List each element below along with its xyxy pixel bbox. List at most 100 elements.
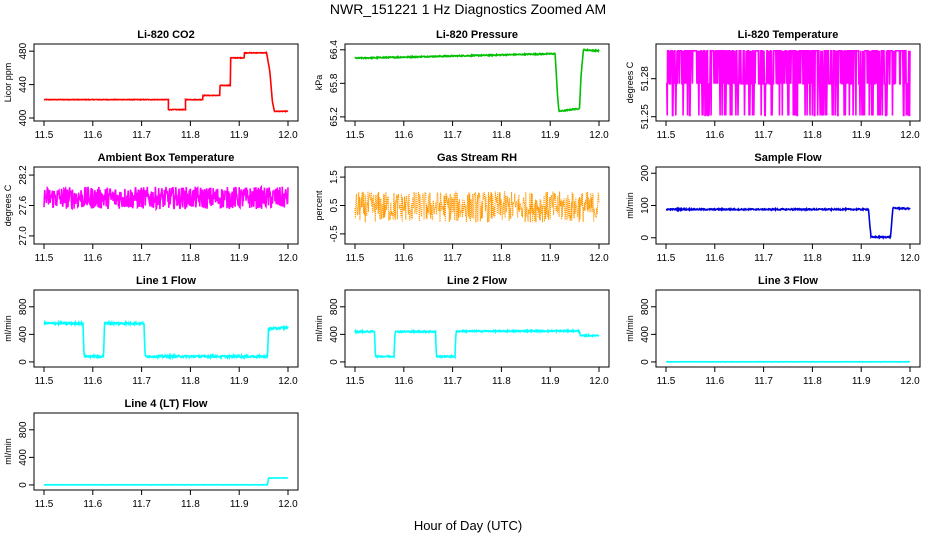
ambient-box-temperature-series-line [43, 184, 289, 212]
line-2-flow-y-axis-label: ml/min [314, 315, 324, 342]
line-1-flow-x-tick-label: 11.8 [181, 376, 200, 387]
li-820-pressure-plot-frame [344, 43, 610, 122]
sample-flow-y-tick-label: 200 [640, 164, 651, 181]
li-820-temperature-x-tick-label: 11.9 [852, 130, 871, 141]
li-820-pressure-x-tick-label: 11.5 [346, 130, 365, 141]
line-1-flow-series-line [43, 319, 289, 361]
line-2-flow-x-tick-label: 11.9 [541, 376, 560, 387]
li-820-temperature-y-tick-label: 51.25 [640, 104, 651, 129]
gas-stream-rh-y-axis-label: percent [314, 190, 324, 221]
gas-stream-rh-x-tick-label: 11.7 [443, 253, 462, 264]
gas-stream-rh-x-tick-label: 11.5 [346, 253, 365, 264]
line-4-lt-flow-plot-frame [33, 412, 299, 491]
sample-flow-x-tick-label: 11.8 [803, 253, 822, 264]
li-820-pressure-x-tick-label: 11.9 [541, 130, 560, 141]
li-820-pressure-x-tick-label: 11.8 [492, 130, 511, 141]
li-820-co2-x-tick-label: 11.9 [230, 130, 249, 141]
li-820-co2-y-axis-label: Licor ppm [3, 63, 13, 103]
li-820-pressure-title: Li-820 Pressure [436, 29, 518, 41]
li-820-temperature-y-tick-label: 51.28 [640, 66, 651, 91]
line-2-flow-y-tick-label: 800 [329, 298, 340, 315]
li-820-pressure-x-tick-label: 12.0 [589, 130, 609, 141]
gas-stream-rh-y-tick-label: 0.5 [329, 198, 340, 212]
ambient-box-temperature-y-tick-label: 27.0 [18, 226, 29, 246]
li-820-temperature-x-tick-label: 12.0 [900, 130, 920, 141]
ambient-box-temperature-y-tick-label: 27.6 [18, 195, 29, 215]
li-820-co2-title: Li-820 CO2 [137, 29, 194, 41]
li-820-temperature-x-tick-label: 11.6 [705, 130, 724, 141]
line-3-flow-y-axis-label: ml/min [625, 315, 635, 342]
line-3-flow-x-tick-label: 11.5 [657, 376, 676, 387]
li-820-temperature-chart: Li-820 Temperature 11.5 11.6 11.7 11.8 11.9 12… [625, 29, 921, 141]
sample-flow-y-axis-label: ml/min [625, 192, 635, 219]
gas-stream-rh-x-tick-label: 12.0 [589, 253, 609, 264]
line-4-lt-flow-chart: Line 4 (LT) Flow 11.5 11.6 11.7 11.8 11.9 12.0… [3, 398, 299, 510]
line-1-flow-y-tick-label: 0 [18, 359, 29, 365]
gas-stream-rh-y-tick-label: -0.5 [329, 225, 340, 243]
li-820-co2-x-tick-label: 11.5 [35, 130, 54, 141]
sample-flow-x-tick-label: 12.0 [900, 253, 920, 264]
line-4-lt-flow-y-tick-label: 0 [18, 482, 29, 488]
line-3-flow-y-tick-label: 400 [640, 326, 651, 343]
line-1-flow-x-tick-label: 12.0 [278, 376, 298, 387]
line-2-flow-x-tick-label: 11.6 [394, 376, 413, 387]
line-1-flow-chart: Line 1 Flow 11.5 11.6 11.7 11.8 11.9 12.0 0 400 8… [3, 275, 299, 387]
gas-stream-rh-x-tick-label: 11.8 [492, 253, 511, 264]
line-2-flow-y-tick-label: 0 [329, 359, 340, 365]
sample-flow-y-tick-label: 100 [640, 197, 651, 214]
line-3-flow-x-tick-label: 12.0 [900, 376, 920, 387]
gas-stream-rh-y-tick-label: 1.5 [329, 170, 340, 184]
li-820-temperature-x-tick-label: 11.7 [754, 130, 773, 141]
line-3-flow-x-tick-label: 11.7 [754, 376, 773, 387]
ambient-box-temperature-x-tick-label: 11.8 [181, 253, 200, 264]
sample-flow-x-tick-label: 11.7 [754, 253, 773, 264]
gas-stream-rh-series-line [354, 191, 600, 223]
li-820-co2-plot-frame [33, 43, 299, 122]
line-1-flow-x-tick-label: 11.6 [83, 376, 102, 387]
ambient-box-temperature-x-tick-label: 11.5 [35, 253, 54, 264]
line-2-flow-plot-frame [344, 289, 610, 368]
line-4-lt-flow-x-tick-label: 11.9 [230, 499, 249, 510]
li-820-pressure-x-tick-label: 11.6 [394, 130, 413, 141]
li-820-co2-x-tick-label: 11.8 [181, 130, 200, 141]
sample-flow-x-tick-label: 11.5 [657, 253, 676, 264]
li-820-pressure-x-tick-label: 11.7 [443, 130, 462, 141]
line-4-lt-flow-x-tick-label: 12.0 [278, 499, 298, 510]
li-820-pressure-y-axis-label: kPa [314, 75, 324, 91]
li-820-co2-y-tick-label: 440 [18, 76, 29, 93]
li-820-temperature-x-tick-label: 11.5 [657, 130, 676, 141]
li-820-co2-y-tick-label: 480 [18, 42, 29, 59]
ambient-box-temperature-x-tick-label: 11.7 [132, 253, 151, 264]
line-1-flow-plot-frame [33, 289, 299, 368]
gas-stream-rh-x-tick-label: 11.9 [541, 253, 560, 264]
line-4-lt-flow-x-tick-label: 11.7 [132, 499, 151, 510]
sample-flow-x-tick-label: 11.9 [852, 253, 871, 264]
sample-flow-y-tick-label: 0 [640, 235, 651, 241]
ambient-box-temperature-x-tick-label: 11.6 [83, 253, 102, 264]
li-820-co2-chart: Li-820 CO2 11.5 11.6 11.7 11.8 11.9 12.0 400 440… [3, 29, 299, 141]
line-3-flow-x-tick-label: 11.8 [803, 376, 822, 387]
line-3-flow-plot-frame [655, 289, 921, 368]
ambient-box-temperature-title: Ambient Box Temperature [98, 152, 235, 164]
li-820-temperature-series-line [666, 49, 911, 117]
sample-flow-title: Sample Flow [754, 152, 822, 164]
x-axis-caption: Hour of Day (UTC) [413, 518, 523, 533]
line-1-flow-x-tick-label: 11.5 [35, 376, 54, 387]
line-3-flow-title: Line 3 Flow [758, 275, 818, 287]
ambient-box-temperature-x-tick-label: 12.0 [278, 253, 298, 264]
line-3-flow-x-tick-label: 11.9 [852, 376, 871, 387]
line-2-flow-y-tick-label: 400 [329, 326, 340, 343]
li-820-temperature-plot-frame [655, 43, 921, 122]
line-1-flow-y-axis-label: ml/min [3, 315, 13, 342]
ambient-box-temperature-x-tick-label: 11.9 [230, 253, 249, 264]
li-820-pressure-y-tick-label: 65.2 [329, 107, 340, 127]
sample-flow-x-tick-label: 11.6 [705, 253, 724, 264]
li-820-pressure-series-line [354, 47, 600, 113]
line-4-lt-flow-x-tick-label: 11.5 [35, 499, 54, 510]
sample-flow-plot-frame [655, 166, 921, 245]
line-1-flow-title: Line 1 Flow [136, 275, 196, 287]
page-title: NWR_151221 1 Hz Diagnostics Zoomed AM [329, 1, 607, 17]
line-3-flow-y-tick-label: 0 [640, 359, 651, 365]
line-3-flow-x-tick-label: 11.6 [705, 376, 724, 387]
line-2-flow-x-tick-label: 11.8 [492, 376, 511, 387]
